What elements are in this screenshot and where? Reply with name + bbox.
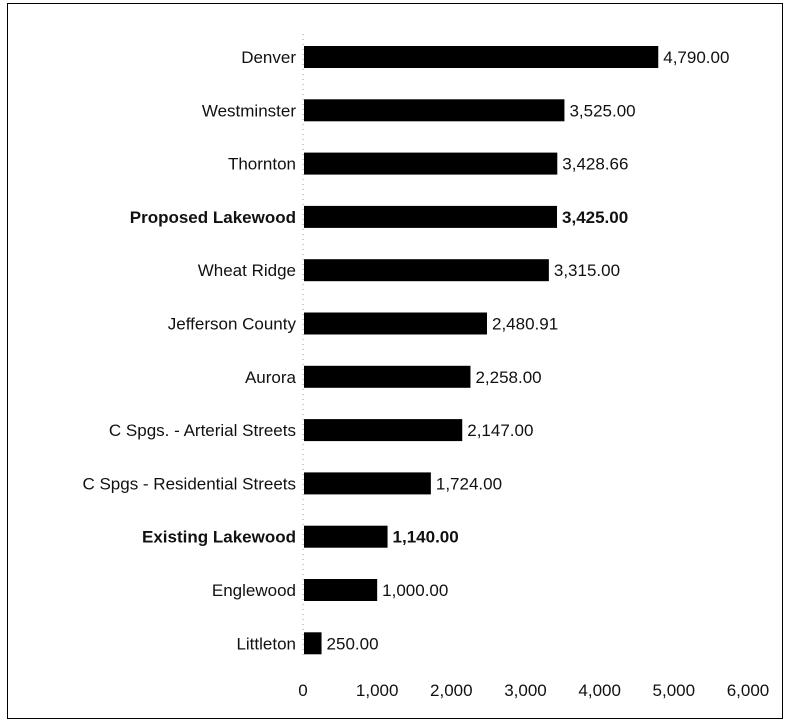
x-tick-label: 3,000 [504, 681, 547, 700]
value-label: 2,147.00 [467, 421, 533, 440]
value-label: 1,140.00 [393, 528, 459, 547]
bar [304, 579, 378, 601]
value-label: 1,724.00 [436, 474, 502, 493]
bar [304, 632, 322, 655]
category-label: Wheat Ridge [198, 261, 296, 280]
bar [304, 152, 558, 175]
horizontal-bar-chart: 0 1,000 2,000 3,000 4,000 5,000 6,000 Denver 4,7… [82, 34, 769, 700]
value-label: 2,480.91 [492, 315, 558, 334]
bar [304, 205, 558, 228]
category-label: C Spgs. - Arterial Streets [109, 421, 296, 440]
bar [304, 312, 488, 335]
value-label: 1,000.00 [382, 581, 448, 600]
category-label: C Spgs - Residential Streets [82, 474, 296, 493]
value-label: 3,525.00 [569, 101, 635, 120]
category-label: Westminster [202, 101, 296, 120]
bar [304, 46, 659, 68]
x-tick-label: 4,000 [578, 681, 621, 700]
category-label: Thornton [228, 155, 296, 174]
category-label: Aurora [245, 368, 297, 387]
bar [304, 99, 565, 122]
category-label: Englewood [212, 581, 296, 600]
value-label: 250.00 [327, 634, 379, 653]
value-label: 4,790.00 [663, 48, 729, 67]
chart-frame: 0 1,000 2,000 3,000 4,000 5,000 6,000 Denver 4,7… [7, 3, 783, 719]
value-label: 3,315.00 [554, 261, 620, 280]
value-label: 3,425.00 [562, 208, 628, 227]
value-label: 3,428.66 [562, 155, 628, 174]
bar [304, 472, 431, 495]
x-tick-label: 5,000 [653, 681, 696, 700]
bar [304, 525, 388, 548]
category-label: Existing Lakewood [142, 528, 296, 547]
x-tick-label: 1,000 [356, 681, 399, 700]
value-label: 2,258.00 [475, 368, 541, 387]
bar [304, 419, 463, 442]
labels-layer: 0 1,000 2,000 3,000 4,000 5,000 6,000 Denver 4,7… [82, 48, 769, 700]
x-tick-label: 6,000 [727, 681, 770, 700]
x-tick-label: 0 [298, 681, 307, 700]
bar [304, 259, 549, 282]
bar [304, 365, 471, 388]
x-tick-label: 2,000 [430, 681, 473, 700]
category-label: Proposed Lakewood [130, 208, 296, 227]
category-label: Jefferson County [168, 315, 297, 334]
bars-layer [304, 46, 659, 655]
category-label: Denver [241, 48, 296, 67]
category-label: Littleton [236, 634, 296, 653]
